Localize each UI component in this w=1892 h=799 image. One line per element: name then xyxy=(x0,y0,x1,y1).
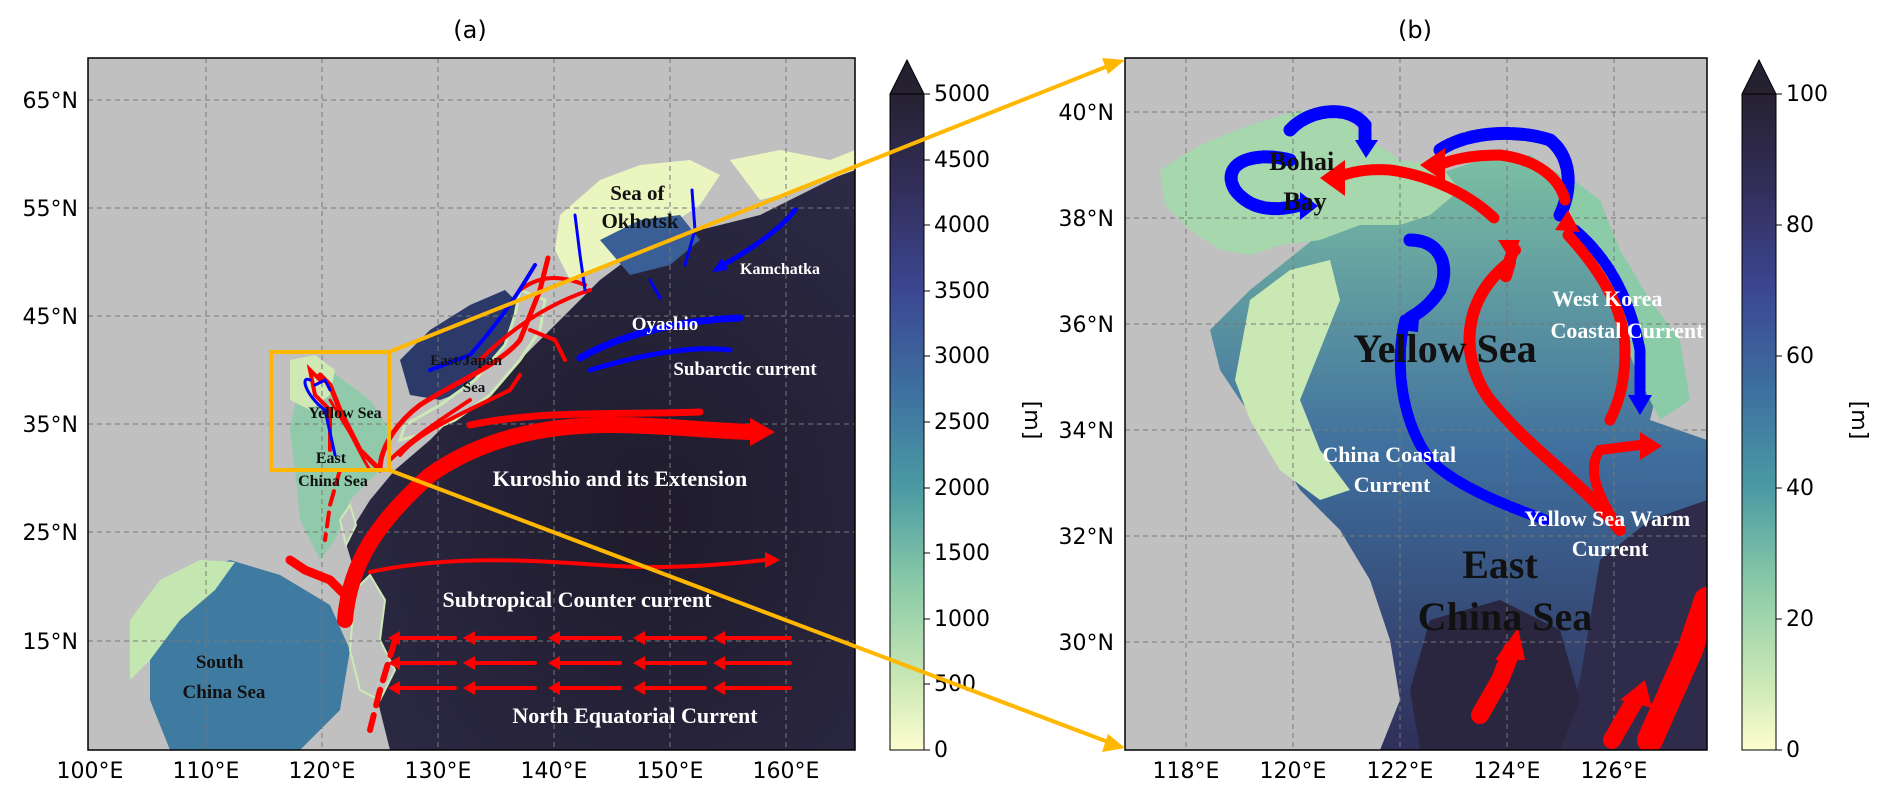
colorbar-tick: 1000 xyxy=(934,607,990,632)
panel-a-cold-currents xyxy=(303,188,798,457)
label-bohai-bay: Bohai Bay xyxy=(1269,147,1341,216)
colorbar-unit: [m] xyxy=(1019,401,1044,440)
panel-b-lon-labels: 118°E 120°E 122°E 124°E 126°E xyxy=(1153,759,1648,784)
panel-b-warm-arrowheads xyxy=(1320,148,1662,708)
lat-label: 32°N xyxy=(1059,525,1114,550)
lon-label: 150°E xyxy=(637,759,704,784)
lat-label: 25°N xyxy=(23,521,78,546)
lon-label: 100°E xyxy=(57,759,124,784)
label-east-china-sea-a: East China Sea xyxy=(298,450,368,490)
label-kamchatka: Kamchatka xyxy=(740,261,820,278)
label-west-korea-coastal-current: West Korea Coastal Current xyxy=(1551,286,1705,343)
lat-label: 35°N xyxy=(23,413,78,438)
panel-b-map: Bohai Bay Yellow Sea West Korea Coastal … xyxy=(1125,58,1707,750)
lon-label: 124°E xyxy=(1474,759,1541,784)
label-sea-of-okhotsk: Sea of Okhotsk xyxy=(601,181,678,233)
lon-label: 120°E xyxy=(1260,759,1327,784)
label-subtropical-counter-current: Subtropical Counter current xyxy=(443,587,713,612)
panel-b-title: (b) xyxy=(1398,16,1432,44)
colorbar-tick: 0 xyxy=(1786,738,1800,763)
panel-b-bohai-bay xyxy=(1160,110,1460,255)
label-subarctic-current: Subarctic current xyxy=(673,359,817,380)
zoom-arrowhead xyxy=(1102,734,1125,752)
colorbar-extend-triangle xyxy=(889,58,925,95)
panel-a-scs-shelf xyxy=(130,560,235,680)
lat-label: 30°N xyxy=(1059,631,1114,656)
lon-label: 140°E xyxy=(521,759,588,784)
label-oyashio: Oyashio xyxy=(632,314,699,335)
colorbar-tick: 100 xyxy=(1786,82,1828,107)
panel-b-colorbar: 100 80 60 40 20 0 [m] xyxy=(1741,58,1871,763)
colorbar-tick: 4000 xyxy=(934,213,990,238)
panel-a-taiwan xyxy=(338,502,358,548)
lat-label: 40°N xyxy=(1059,101,1114,126)
panel-a-pacific-ocean xyxy=(345,165,855,750)
panel-a-japan-sea xyxy=(400,290,525,400)
panel-b-frame xyxy=(1124,57,1708,751)
panel-a-lat-labels: 65°N 55°N 45°N 35°N 25°N 15°N xyxy=(23,89,78,655)
panel-b-cold-arrowheads xyxy=(1300,140,1652,415)
panel-a-title: (a) xyxy=(453,16,486,44)
lon-label: 110°E xyxy=(173,759,240,784)
panel-b-cold-currents xyxy=(1224,105,1646,526)
panel-a-lon-labels: 100°E 110°E 120°E 130°E 140°E 150°E 160°… xyxy=(57,759,820,784)
colorbar-tick: 1500 xyxy=(934,541,990,566)
panel-a-japan xyxy=(397,287,547,443)
lon-label: 130°E xyxy=(405,759,472,784)
lon-label: 118°E xyxy=(1153,759,1220,784)
colorbar-tick: 60 xyxy=(1786,344,1814,369)
lon-label: 126°E xyxy=(1581,759,1648,784)
lat-label: 45°N xyxy=(23,305,78,330)
label-east-china-sea-b: East China Sea xyxy=(1418,542,1593,639)
colorbar-tick: 3000 xyxy=(934,344,990,369)
lon-label: 120°E xyxy=(289,759,356,784)
colorbar-tick: 80 xyxy=(1786,213,1814,238)
panel-a-okhotsk xyxy=(555,160,720,280)
colorbar-tick: 3500 xyxy=(934,279,990,304)
label-kuroshio: Kuroshio and its Extension xyxy=(493,466,748,491)
label-east-japan-sea: East/Japan Sea xyxy=(430,353,505,396)
colorbar-tick: 4500 xyxy=(934,148,990,173)
label-yellow-sea-warm-current: Yellow Sea Warm Current xyxy=(1524,506,1695,561)
lat-label: 36°N xyxy=(1059,313,1114,338)
lat-label: 34°N xyxy=(1059,419,1114,444)
colorbar-tick: 0 xyxy=(934,738,948,763)
zoom-box xyxy=(269,350,391,472)
colorbar-extend-triangle xyxy=(1741,58,1777,95)
label-yellow-sea-b: Yellow Sea xyxy=(1353,326,1536,371)
label-china-coastal-current: China Coastal Current xyxy=(1322,442,1461,497)
label-south-china-sea: South China Sea xyxy=(183,652,266,703)
colorbar-tick: 5000 xyxy=(934,82,990,107)
panel-a-frame xyxy=(87,57,856,751)
lon-label: 122°E xyxy=(1367,759,1434,784)
colorbar-tick: 40 xyxy=(1786,476,1814,501)
lat-label: 65°N xyxy=(23,89,78,114)
colorbar-tick: 2500 xyxy=(934,410,990,435)
zoom-arrowhead xyxy=(1102,58,1125,74)
panel-a-colorbar: 5000 4500 4000 3500 3000 2500 2000 1500 … xyxy=(889,58,1044,763)
panel-b-coastal-shallow xyxy=(1235,260,1350,500)
label-north-equatorial-current: North Equatorial Current xyxy=(512,703,758,728)
colorbar-tick: 2000 xyxy=(934,476,990,501)
label-yellow-sea-a: Yellow Sea xyxy=(308,405,381,422)
lon-label: 160°E xyxy=(753,759,820,784)
panel-a-map: Sea of Okhotsk Kamchatka Oyashio Subarct… xyxy=(88,58,855,750)
panel-b-lat-labels: 40°N 38°N 36°N 34°N 32°N 30°N xyxy=(1059,101,1114,656)
colorbar-unit: [m] xyxy=(1846,401,1871,440)
colorbar-tick: 20 xyxy=(1786,607,1814,632)
lat-label: 38°N xyxy=(1059,207,1114,232)
zoom-connectors xyxy=(388,64,1109,744)
lat-label: 15°N xyxy=(23,630,78,655)
panel-a-shelf-east-china-sea xyxy=(290,370,390,560)
panel-a-south-china-sea xyxy=(150,560,350,750)
lat-label: 55°N xyxy=(23,197,78,222)
panel-a-bering-shelf xyxy=(730,150,855,200)
